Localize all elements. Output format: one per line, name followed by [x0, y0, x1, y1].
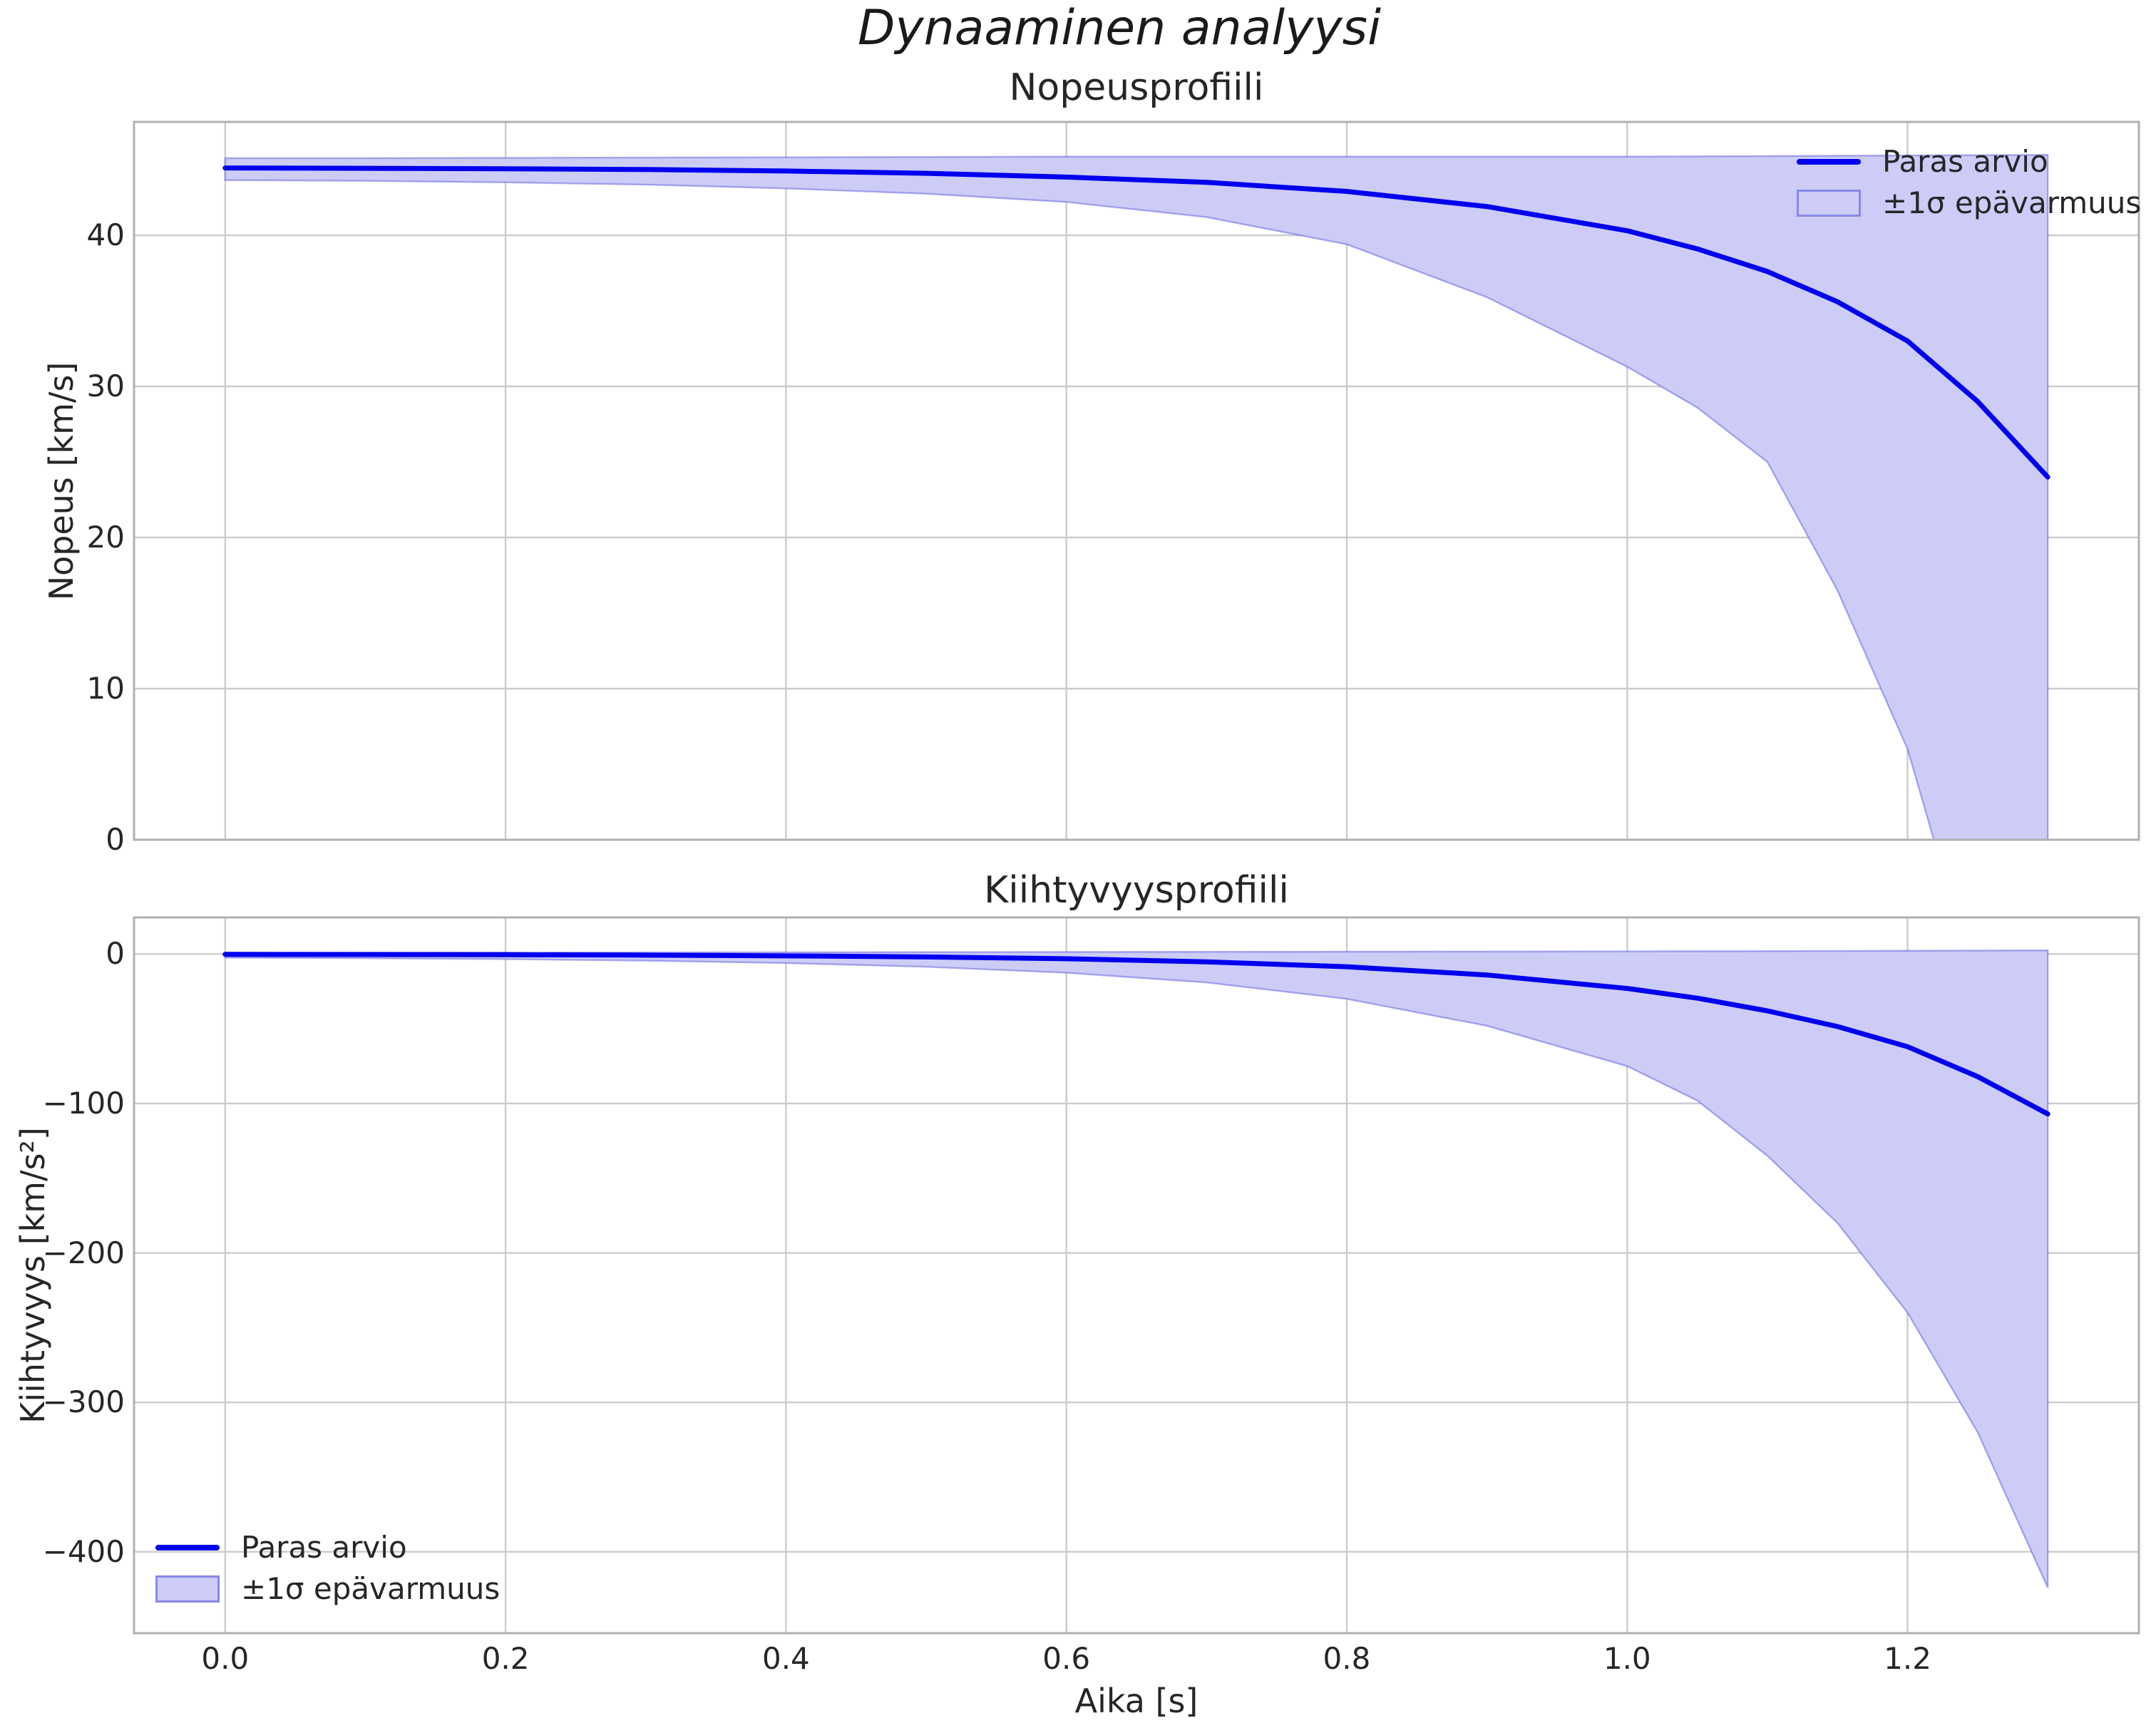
- legend-entry-uncertainty: ±1σ epävarmuus: [1797, 187, 2141, 220]
- velocity-chart: [133, 120, 2140, 841]
- x-tick-label: 0.8: [1323, 1641, 1371, 1676]
- patch-swatch-icon: [155, 1575, 220, 1603]
- x-tick-label: 0.6: [1042, 1641, 1091, 1676]
- velocity-legend: Paras arvio ±1σ epävarmuus: [1797, 145, 2141, 220]
- x-tick-label: 0.4: [761, 1641, 810, 1676]
- legend-label: ±1σ epävarmuus: [241, 1571, 500, 1606]
- acceleration-legend: Paras arvio ±1σ epävarmuus: [155, 1531, 500, 1605]
- legend-line-handle: [1797, 159, 1861, 165]
- best-estimate-line: [222, 952, 2050, 1117]
- acceleration-chart: [133, 916, 2140, 1635]
- legend-entry-best-estimate: Paras arvio: [1797, 145, 2141, 178]
- axes-spines: [133, 916, 2140, 1635]
- y-tick-label: −400: [42, 1533, 125, 1569]
- figure-title: Dynaaminen analyysi: [858, 0, 1381, 56]
- x-tick-label: 0.2: [481, 1641, 530, 1676]
- legend-entry-uncertainty: ±1σ epävarmuus: [155, 1573, 500, 1605]
- acceleration-chart-title: Kiihtyvyysprofiili: [984, 869, 1289, 912]
- legend-patch-handle: [1797, 190, 1861, 217]
- x-tick-label: 0.0: [201, 1641, 250, 1676]
- legend-label: Paras arvio: [1882, 144, 2048, 179]
- y-tick-label: 20: [86, 520, 125, 555]
- legend-line-handle: [155, 1545, 220, 1550]
- best-estimate-line: [222, 165, 2050, 480]
- line-swatch-icon: [155, 1545, 220, 1550]
- y-tick-label: 10: [86, 671, 125, 706]
- x-tick-label: 1.2: [1884, 1641, 1931, 1676]
- x-axis-label: Aika [s]: [1074, 1682, 1198, 1720]
- y-tick-label: 30: [86, 369, 125, 403]
- y-tick-label: 0: [106, 936, 125, 972]
- legend-label: Paras arvio: [241, 1530, 407, 1565]
- acceleration-y-axis-label: Kiihtyvyys [km/s²]: [14, 1127, 52, 1424]
- line-swatch-icon: [1797, 159, 1861, 165]
- x-tick-label: 1.0: [1603, 1641, 1651, 1676]
- axes-spines: [133, 120, 2140, 841]
- y-tick-label: −200: [42, 1235, 125, 1270]
- y-tick-label: −300: [42, 1384, 125, 1420]
- y-tick-label: 40: [86, 217, 125, 252]
- patch-swatch-icon: [1797, 190, 1861, 217]
- velocity-chart-title: Nopeusprofiili: [1009, 66, 1264, 109]
- legend-label: ±1σ epävarmuus: [1882, 185, 2142, 220]
- uncertainty-band: [224, 949, 2049, 1588]
- uncertainty-band: [224, 154, 2049, 840]
- legend-patch-handle: [155, 1575, 220, 1603]
- y-tick-label: −100: [42, 1085, 125, 1121]
- y-tick-label: 0: [106, 822, 125, 857]
- legend-entry-best-estimate: Paras arvio: [155, 1531, 500, 1564]
